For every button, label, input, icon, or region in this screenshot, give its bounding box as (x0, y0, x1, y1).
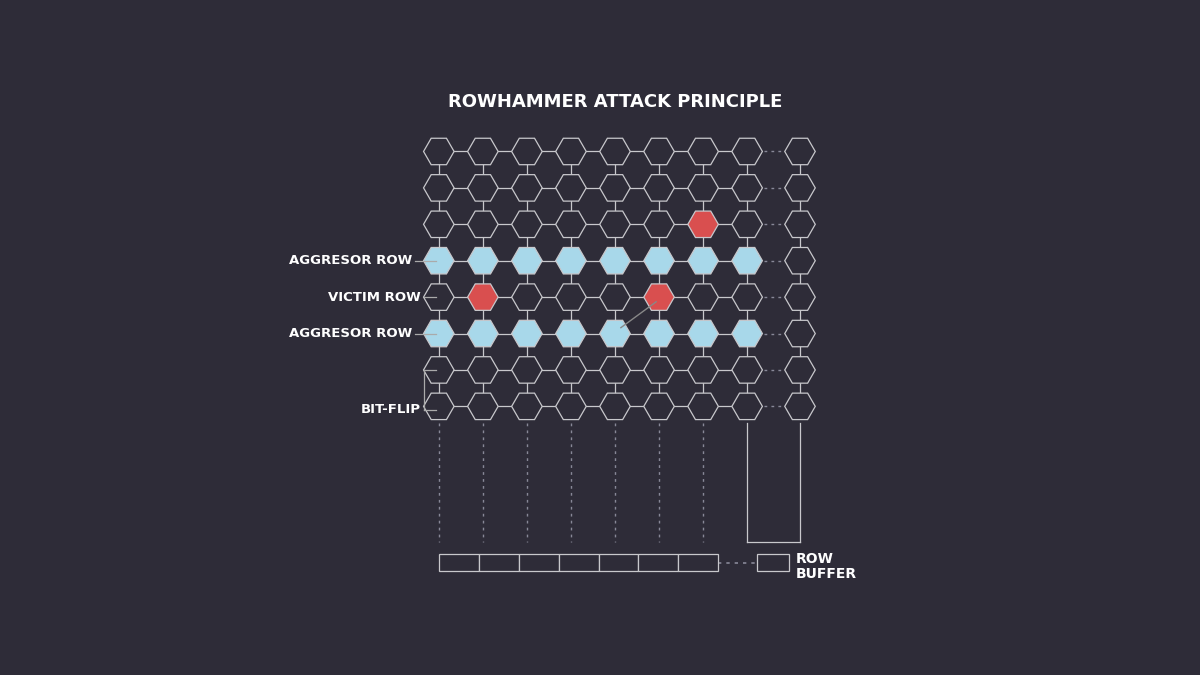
Polygon shape (732, 356, 762, 383)
Polygon shape (468, 211, 498, 238)
Polygon shape (600, 284, 630, 311)
Text: VICTIM ROW: VICTIM ROW (329, 291, 421, 304)
Polygon shape (556, 356, 587, 383)
Polygon shape (511, 356, 542, 383)
Polygon shape (511, 393, 542, 420)
Polygon shape (511, 284, 542, 311)
Text: ROW: ROW (796, 552, 834, 566)
Polygon shape (643, 321, 674, 347)
Polygon shape (732, 284, 762, 311)
Polygon shape (424, 393, 454, 420)
Polygon shape (468, 321, 498, 347)
Polygon shape (600, 356, 630, 383)
Polygon shape (688, 284, 719, 311)
Polygon shape (643, 248, 674, 274)
Polygon shape (643, 211, 674, 238)
Polygon shape (600, 248, 630, 274)
Polygon shape (511, 248, 542, 274)
Polygon shape (785, 393, 815, 420)
Polygon shape (732, 321, 762, 347)
Polygon shape (468, 175, 498, 201)
Polygon shape (785, 138, 815, 165)
Text: BIT-FLIP: BIT-FLIP (361, 404, 421, 416)
Polygon shape (688, 248, 719, 274)
Bar (599, 554, 638, 571)
Bar (518, 554, 559, 571)
Polygon shape (643, 138, 674, 165)
Polygon shape (468, 284, 498, 311)
Polygon shape (556, 248, 587, 274)
Polygon shape (556, 284, 587, 311)
Polygon shape (600, 321, 630, 347)
Polygon shape (468, 393, 498, 420)
Polygon shape (424, 356, 454, 383)
Polygon shape (688, 211, 719, 238)
Polygon shape (732, 393, 762, 420)
Polygon shape (600, 138, 630, 165)
Polygon shape (643, 175, 674, 201)
Bar (678, 554, 719, 571)
Polygon shape (424, 211, 454, 238)
Text: BUFFER: BUFFER (796, 567, 857, 581)
Polygon shape (785, 248, 815, 274)
Polygon shape (511, 175, 542, 201)
Polygon shape (688, 321, 719, 347)
Polygon shape (643, 284, 674, 311)
Polygon shape (424, 175, 454, 201)
Polygon shape (511, 138, 542, 165)
Polygon shape (785, 321, 815, 347)
Polygon shape (732, 248, 762, 274)
Polygon shape (732, 211, 762, 238)
Bar (479, 554, 518, 571)
Polygon shape (600, 393, 630, 420)
Polygon shape (688, 138, 719, 165)
Polygon shape (688, 356, 719, 383)
Text: ROWHAMMER ATTACK PRINCIPLE: ROWHAMMER ATTACK PRINCIPLE (448, 92, 782, 111)
Polygon shape (511, 321, 542, 347)
Polygon shape (424, 284, 454, 311)
Polygon shape (785, 284, 815, 311)
Polygon shape (643, 356, 674, 383)
Polygon shape (785, 356, 815, 383)
Polygon shape (600, 175, 630, 201)
Polygon shape (785, 211, 815, 238)
Bar (439, 554, 479, 571)
Polygon shape (732, 138, 762, 165)
Polygon shape (424, 321, 454, 347)
Polygon shape (556, 138, 587, 165)
Polygon shape (556, 175, 587, 201)
Polygon shape (785, 175, 815, 201)
Polygon shape (468, 356, 498, 383)
Polygon shape (468, 248, 498, 274)
Bar (559, 554, 599, 571)
Polygon shape (424, 248, 454, 274)
Polygon shape (688, 175, 719, 201)
Polygon shape (688, 393, 719, 420)
Text: AGGRESOR ROW: AGGRESOR ROW (289, 254, 413, 267)
Polygon shape (511, 211, 542, 238)
Bar (756, 554, 788, 571)
Polygon shape (556, 393, 587, 420)
Polygon shape (556, 211, 587, 238)
Polygon shape (732, 175, 762, 201)
Polygon shape (600, 211, 630, 238)
Polygon shape (424, 138, 454, 165)
Polygon shape (643, 393, 674, 420)
Polygon shape (468, 138, 498, 165)
Polygon shape (556, 321, 587, 347)
Bar (638, 554, 678, 571)
Text: AGGRESOR ROW: AGGRESOR ROW (289, 327, 413, 340)
